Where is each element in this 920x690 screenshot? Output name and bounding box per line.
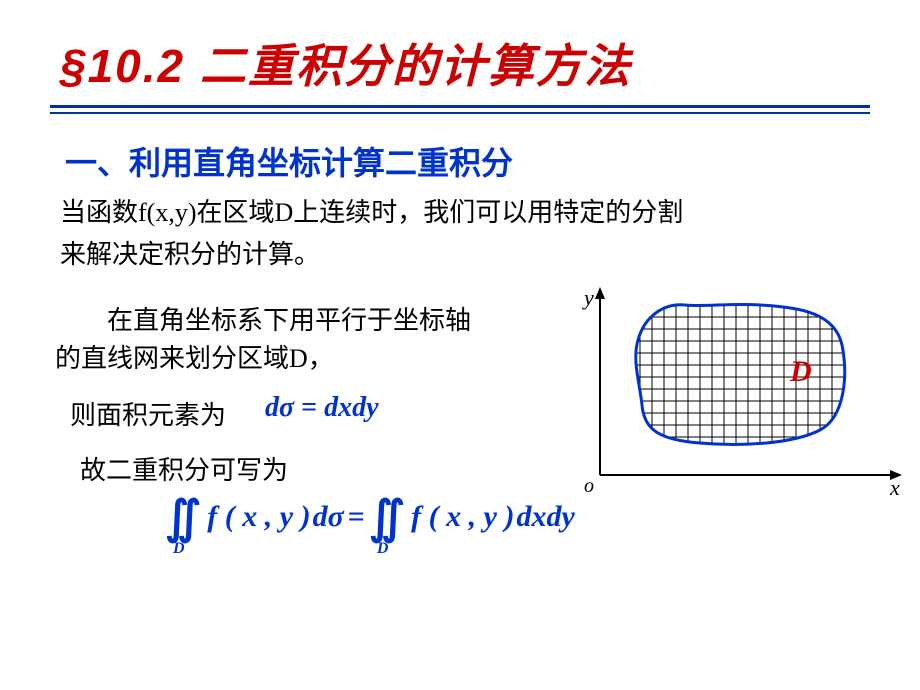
section-subtitle: 一、利用直角坐标计算二重积分	[65, 138, 513, 184]
paragraph-2: 在直角坐标系下用平行于坐标轴 的直线网来划分区域D，	[55, 302, 560, 377]
title-underline	[50, 105, 870, 114]
y-axis-label: y	[582, 285, 594, 310]
paragraph-1: 当函数f(x,y)在区域D上连续时，我们可以用特定的分割 来解决定积分的计算。	[60, 192, 860, 275]
origin-label: o	[584, 475, 594, 497]
diagram-svg: y x o	[570, 285, 910, 500]
page-title: §10.2 二重积分的计算方法	[60, 30, 860, 96]
region-diagram: y x o D	[570, 285, 890, 495]
paragraph-3: 则面积元素为	[70, 395, 226, 432]
y-axis-arrow	[595, 287, 605, 299]
para2-line1: 在直角坐标系下用平行于坐标轴	[107, 306, 471, 335]
area-element-formula: dσ = dxdy	[265, 392, 379, 424]
para1-line1: 当函数f(x,y)在区域D上连续时，我们可以用特定的分割	[60, 198, 683, 227]
integral-symbol-left: ∬D	[165, 490, 201, 544]
para1-line2: 来解决定积分的计算。	[60, 240, 320, 269]
double-integral-formula: ∬D f ( x , y ) dσ = ∬D f ( x , y ) dxdy	[165, 490, 575, 544]
para2-line2: 的直线网来划分区域D，	[55, 344, 334, 373]
integral-symbol-right: ∬D	[369, 490, 405, 544]
x-axis-label: x	[889, 475, 900, 500]
region-d-label: D	[790, 355, 812, 389]
region-fill	[636, 304, 845, 444]
paragraph-4: 故二重积分可写为	[80, 450, 288, 487]
